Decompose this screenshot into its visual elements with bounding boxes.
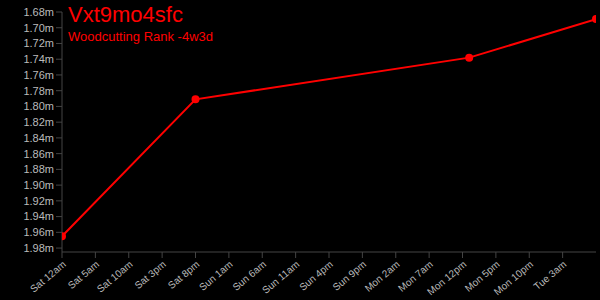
- svg-text:Sun 11am: Sun 11am: [260, 259, 301, 296]
- svg-text:Mon 2am: Mon 2am: [363, 259, 402, 294]
- html-text:Woodcutting Rank -4w3d: Woodcutting Rank -4w3d: [68, 29, 213, 44]
- svg-text:Sat 10am: Sat 10am: [95, 259, 135, 295]
- svg-text:1.76m: 1.76m: [23, 69, 54, 81]
- svg-text:Sat 5am: Sat 5am: [65, 258, 102, 291]
- svg-text:1.72m: 1.72m: [23, 37, 54, 49]
- svg-text:Mon 5pm: Mon 5pm: [462, 258, 502, 294]
- svg-text:1.88m: 1.88m: [23, 163, 54, 175]
- svg-text:Sat 8pm: Sat 8pm: [166, 259, 202, 291]
- svg-text:1.98m: 1.98m: [23, 242, 54, 254]
- svg-text:Sun 1am: Sun 1am: [197, 259, 235, 293]
- svg-text:1.74m: 1.74m: [23, 53, 54, 65]
- html-text:Vxt9mo4sfc: Vxt9mo4sfc: [68, 2, 183, 27]
- svg-text:Sun 4pm: Sun 4pm: [297, 259, 335, 293]
- svg-text:1.70m: 1.70m: [23, 22, 54, 34]
- svg-text:Sat 12am: Sat 12am: [28, 259, 68, 295]
- svg-text:Sat 3pm: Sat 3pm: [132, 259, 168, 291]
- svg-text:Mon 12pm: Mon 12pm: [425, 259, 468, 298]
- svg-text:1.96m: 1.96m: [23, 226, 54, 238]
- svg-text:Sun 9pm: Sun 9pm: [330, 259, 368, 293]
- svg-text:1.78m: 1.78m: [23, 85, 54, 97]
- svg-text:1.80m: 1.80m: [23, 100, 54, 112]
- svg-text:1.82m: 1.82m: [23, 116, 54, 128]
- svg-text:1.94m: 1.94m: [23, 210, 54, 222]
- svg-text:1.84m: 1.84m: [23, 132, 54, 144]
- svg-text:Sun 6am: Sun 6am: [230, 258, 269, 293]
- svg-text:1.68m: 1.68m: [23, 6, 54, 18]
- svg-text:Mon 7am: Mon 7am: [396, 258, 435, 294]
- svg-text:1.86m: 1.86m: [23, 148, 54, 160]
- svg-text:Tue 3am: Tue 3am: [531, 259, 568, 293]
- svg-text:1.90m: 1.90m: [23, 179, 54, 191]
- svg-text:1.92m: 1.92m: [23, 195, 54, 207]
- svg-text:Mon 10pm: Mon 10pm: [492, 259, 535, 298]
